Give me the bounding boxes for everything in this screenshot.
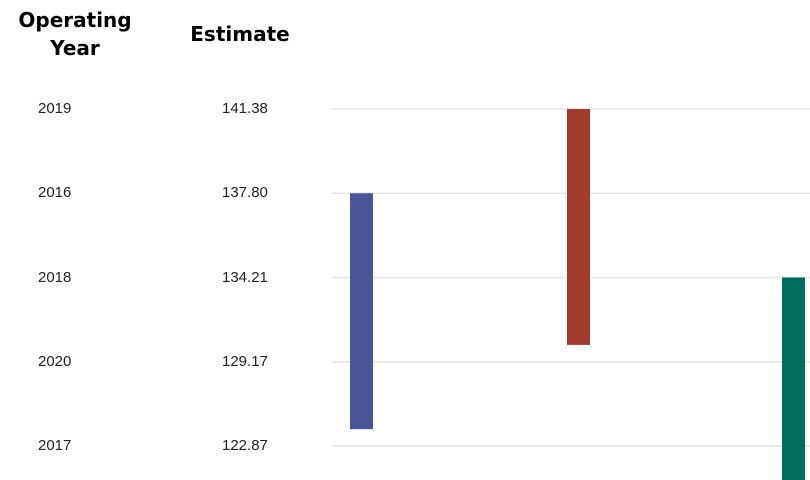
estimate-value: 134.21 [222, 269, 268, 286]
year-label: 2017 [38, 437, 72, 454]
estimate-header: Estimate [190, 22, 290, 46]
range-bar [567, 109, 590, 345]
year-label: 2020 [38, 353, 72, 370]
range-bar [350, 193, 373, 430]
estimate-value: 141.38 [222, 100, 268, 117]
estimate-value: 122.87 [222, 437, 268, 454]
year-label: 2019 [38, 100, 72, 117]
range-bar [782, 277, 805, 480]
estimate-value: 129.17 [222, 353, 268, 370]
year-label: 2018 [38, 269, 72, 286]
estimate-value: 137.80 [222, 184, 268, 201]
year-label: 2016 [38, 184, 72, 201]
operating-year-header: Operating Year [18, 8, 132, 60]
